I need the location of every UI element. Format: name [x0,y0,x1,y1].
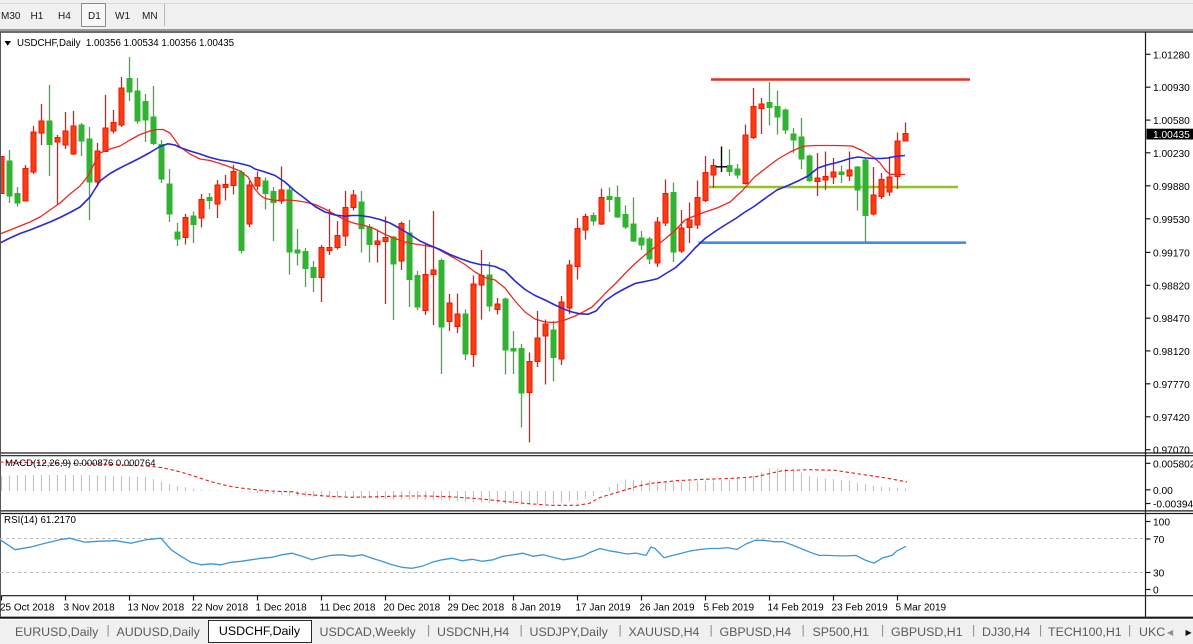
svg-text:17 Jan 2019: 17 Jan 2019 [576,603,631,614]
svg-text:0: 0 [1153,586,1159,597]
svg-text:14 Feb 2019: 14 Feb 2019 [768,603,825,614]
svg-text:1.00435: 1.00435 [1153,130,1190,141]
svg-text:0.98820: 0.98820 [1153,281,1190,292]
svg-text:0.00: 0.00 [1153,486,1173,497]
svg-text:25 Oct 2018: 25 Oct 2018 [0,603,55,614]
svg-text:30: 30 [1153,569,1165,580]
svg-text:29 Dec 2018: 29 Dec 2018 [448,603,505,614]
svg-text:0.99170: 0.99170 [1153,248,1190,259]
svg-text:0.97420: 0.97420 [1153,413,1190,424]
svg-text:22 Nov 2018: 22 Nov 2018 [192,603,249,614]
svg-text:70: 70 [1153,535,1165,546]
svg-text:0.97770: 0.97770 [1153,380,1190,391]
svg-text:1 Dec 2018: 1 Dec 2018 [256,603,308,614]
svg-text:1.00230: 1.00230 [1153,149,1190,160]
svg-text:13 Nov 2018: 13 Nov 2018 [128,603,185,614]
svg-text:0.97070: 0.97070 [1153,446,1190,457]
svg-text:20 Dec 2018: 20 Dec 2018 [384,603,441,614]
svg-text:3 Nov 2018: 3 Nov 2018 [64,603,116,614]
svg-text:11 Dec 2018: 11 Dec 2018 [320,603,376,614]
svg-text:RSI(14) 61.2170: RSI(14) 61.2170 [4,515,76,526]
svg-text:23 Feb 2019: 23 Feb 2019 [832,603,889,614]
svg-text:1.00930: 1.00930 [1153,83,1190,94]
svg-text:8 Jan 2019: 8 Jan 2019 [512,603,562,614]
svg-text:1.01280: 1.01280 [1153,50,1190,61]
svg-text:5 Mar 2019: 5 Mar 2019 [896,603,947,614]
svg-text:MACD(12,26,9) 0.000876 0.00076: MACD(12,26,9) 0.000876 0.000764 [5,458,156,469]
svg-text:0.98120: 0.98120 [1153,347,1190,358]
svg-text:1.00580: 1.00580 [1153,116,1190,127]
svg-text:0.005802: 0.005802 [1153,459,1193,470]
svg-text:26 Jan 2019: 26 Jan 2019 [640,603,695,614]
svg-text:0.99880: 0.99880 [1153,182,1190,193]
svg-text:5 Feb 2019: 5 Feb 2019 [704,603,755,614]
svg-text:0.99530: 0.99530 [1153,215,1190,226]
svg-text:USDCHF,Daily 1.00356 1.00534: USDCHF,Daily 1.00356 1.00534 1.00356 1.0… [17,38,234,49]
svg-text:100: 100 [1153,518,1170,529]
svg-text:0.98470: 0.98470 [1153,314,1190,325]
svg-text:-0.003945: -0.003945 [1153,500,1193,511]
